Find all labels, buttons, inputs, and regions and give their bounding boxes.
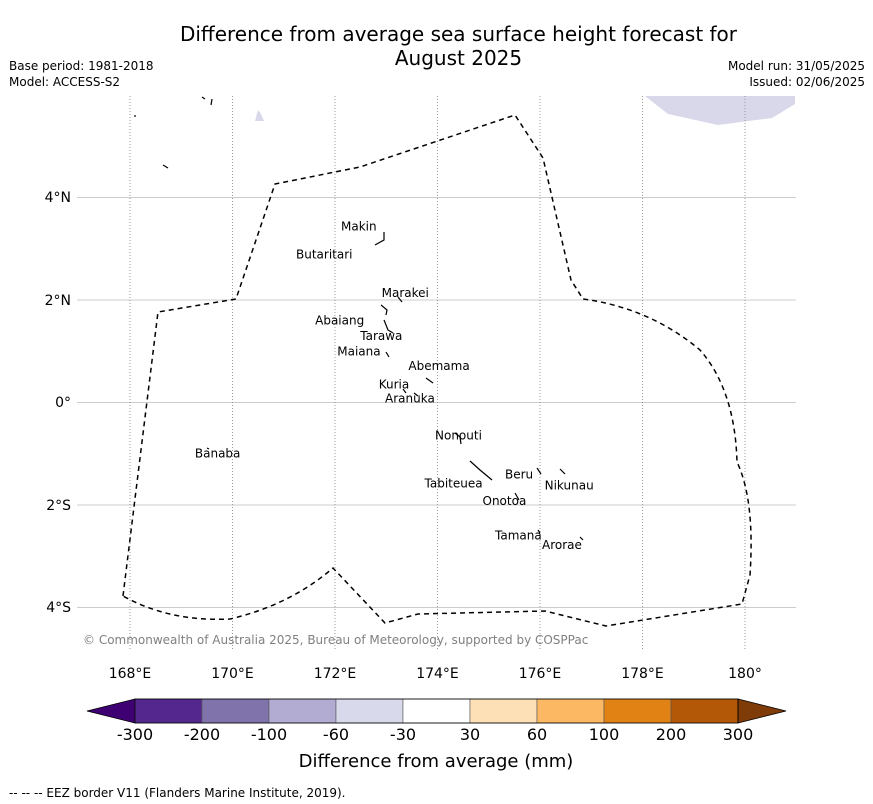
island-nonouti xyxy=(454,432,462,445)
place-label-abaiang: Abaiang xyxy=(315,313,364,327)
model-label: Model: ACCESS-S2 xyxy=(9,75,121,89)
lon-gridlines xyxy=(129,96,746,650)
lat-labels: 4°N 2°N 0° 2°S 4°S xyxy=(45,190,72,616)
colorbar-tick-label: -100 xyxy=(251,725,287,744)
colorbar-segment xyxy=(201,698,270,724)
colorbar-segment xyxy=(134,698,203,724)
lon-label-176e: 176°E xyxy=(519,666,562,682)
lon-label-170e: 170°E xyxy=(211,666,254,682)
lon-label-174e: 174°E xyxy=(416,666,459,682)
model-run-label: Model run: 31/05/2025 xyxy=(727,59,865,73)
lat-label-0: 0° xyxy=(55,395,71,411)
place-label-beru: Beru xyxy=(505,467,533,481)
colorbar-extend-high xyxy=(737,698,787,724)
place-label-banaba: Banaba xyxy=(195,447,241,461)
small-shaded-patch xyxy=(255,110,264,121)
place-label-butaritari: Butaritari xyxy=(296,248,353,262)
colorbar-segment xyxy=(536,698,605,724)
island-makin xyxy=(374,232,385,246)
colorbar-tick-label: 30 xyxy=(460,725,480,744)
island-maiana xyxy=(385,351,390,358)
island-top-2 xyxy=(210,98,213,106)
place-label-onotoa: Onotoa xyxy=(483,494,527,508)
place-label-arorae: Arorae xyxy=(542,538,582,552)
place-label-tabiteuea: Tabiteuea xyxy=(424,476,483,490)
island-tarawa xyxy=(383,319,394,334)
island-banaba xyxy=(206,447,210,450)
colorbar-segment xyxy=(402,698,471,724)
place-label-nonouti: Nonouti xyxy=(435,428,482,442)
place-label-aranuka: Aranuka xyxy=(385,391,435,405)
island-top-4 xyxy=(162,164,169,169)
colorbar-segment xyxy=(603,698,672,724)
island-kuria xyxy=(402,388,407,394)
lat-gridlines xyxy=(77,197,796,608)
island-aranuka xyxy=(413,392,419,397)
eez-border xyxy=(122,114,752,627)
place-label-abemama: Abemama xyxy=(408,359,469,373)
lat-label-4n: 4°N xyxy=(45,190,71,206)
lat-label-2n: 2°N xyxy=(45,293,71,309)
island-top-1 xyxy=(201,96,206,100)
lon-label-172e: 172°E xyxy=(314,666,357,682)
island-beru xyxy=(536,467,542,475)
place-label-kuria: Kuria xyxy=(379,377,410,391)
northeast-shaded-region xyxy=(645,96,795,125)
colorbar-segment xyxy=(670,698,739,724)
island-abaiang xyxy=(380,304,388,316)
island-marakei xyxy=(397,296,403,303)
lon-label-168e: 168°E xyxy=(109,666,152,682)
colorbar-outline xyxy=(134,698,739,724)
island-arorae xyxy=(579,536,584,541)
lon-label-178e: 178°E xyxy=(621,666,664,682)
colorbar-tick-label: -200 xyxy=(184,725,220,744)
copyright-text: © Commonwealth of Australia 2025, Bureau… xyxy=(83,633,588,647)
colorbar-segment xyxy=(268,698,337,724)
colorbar-tick-label: 300 xyxy=(723,725,754,744)
colorbar-tick-label: 100 xyxy=(589,725,620,744)
meta-right: Model run: 31/05/2025 Issued: 02/06/2025 xyxy=(728,58,865,90)
island-tabiteuea xyxy=(469,460,493,481)
place-labels: Makin Butaritari Marakei Abaiang TarawaMaian… xyxy=(195,219,594,551)
title-line-2: August 2025 xyxy=(394,46,523,70)
place-label-tamana: Tamana xyxy=(494,529,542,543)
island-abemama xyxy=(425,377,434,384)
meta-left: Base period: 1981-2018 Model: ACCESS-S2 xyxy=(9,58,154,90)
colorbar xyxy=(86,698,787,724)
island-tamana xyxy=(537,529,541,534)
lon-labels: 168°E 170°E 172°E 174°E 176°E 178°E 180° xyxy=(109,666,762,682)
issued-label: Issued: 02/06/2025 xyxy=(749,75,865,89)
place-label-makin: Makin xyxy=(341,219,377,233)
place-label-maiana: Maiana xyxy=(337,344,380,358)
lat-label-4s: 4°S xyxy=(46,600,71,616)
eez-footnote: -- -- -- EEZ border V11 (Flanders Marine… xyxy=(9,786,346,800)
lat-label-2s: 2°S xyxy=(46,498,71,514)
lon-label-180: 180° xyxy=(728,666,762,682)
colorbar-segment xyxy=(469,698,538,724)
island-outlines xyxy=(134,96,584,541)
island-onotoa xyxy=(514,492,520,501)
colorbar-tick-label: -30 xyxy=(390,725,416,744)
place-label-nikunau: Nikunau xyxy=(545,478,594,492)
island-nikunau xyxy=(559,468,566,475)
colorbar-title: Difference from average (mm) xyxy=(299,751,574,772)
base-period-label: Base period: 1981-2018 xyxy=(9,59,154,73)
title-line-1: Difference from average sea surface heig… xyxy=(179,22,738,46)
colorbar-tick-label: 200 xyxy=(656,725,687,744)
colorbar-extend-low xyxy=(86,698,136,724)
colorbar-tick-labels: -300 -200 -100 -60 -30 30 60 100 200 300 xyxy=(117,725,753,744)
colorbar-segment xyxy=(335,698,404,724)
place-label-marakei: Marakei xyxy=(382,286,429,300)
colorbar-tick-label: -300 xyxy=(117,725,153,744)
colorbar-tick-label: 60 xyxy=(527,725,547,744)
place-label-tarawa: Tarawa xyxy=(359,329,402,343)
chart-title: Difference from average sea surface heig… xyxy=(0,22,873,70)
colorbar-tick-label: -60 xyxy=(323,725,349,744)
